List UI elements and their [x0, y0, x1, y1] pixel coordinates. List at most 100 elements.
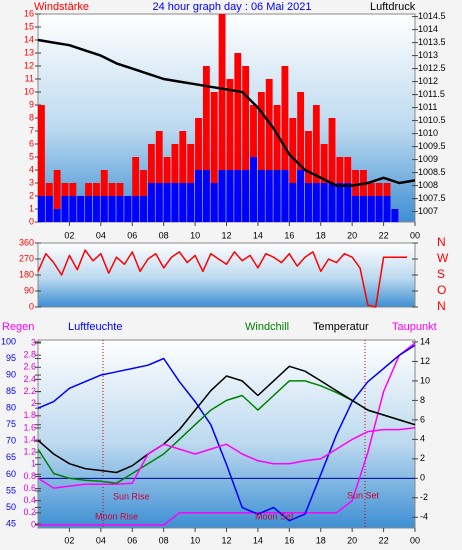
- bar: [289, 183, 297, 222]
- tick-label: 1013: [418, 50, 438, 60]
- tick-label: 1009.5: [418, 141, 446, 151]
- x-tick-label: 12: [221, 230, 231, 240]
- tick-label: O: [437, 283, 446, 297]
- tick-label: -2: [420, 492, 428, 502]
- bar: [218, 14, 226, 222]
- tick-label: N: [437, 299, 446, 313]
- tick-label: N: [437, 235, 446, 249]
- tick-label: 0: [420, 473, 425, 483]
- bar: [328, 118, 336, 222]
- x-tick-label: 06: [127, 230, 137, 240]
- bar: [147, 183, 155, 222]
- bar: [38, 105, 45, 222]
- tick-label: 3: [31, 337, 36, 347]
- y-axis-title: Windstärke: [34, 1, 89, 13]
- tick-label: 1009: [418, 154, 438, 164]
- legend-label: Taupunkt: [392, 321, 437, 333]
- y2-axis-title: Luftdruck: [370, 1, 416, 13]
- tick-label: 85: [6, 386, 16, 396]
- chart-title: 24 hour graph day : 06 Mai 2021: [152, 1, 311, 13]
- x-tick-label: 04: [96, 230, 106, 240]
- tick-label: 1: [29, 203, 34, 213]
- annotation: Sun Set: [347, 490, 380, 500]
- tick-label: 1.4: [23, 434, 36, 444]
- bar: [305, 183, 312, 222]
- bar: [273, 170, 281, 222]
- legend-label: Luftfeuchte: [68, 321, 122, 333]
- bar: [69, 196, 77, 222]
- bar: [289, 118, 297, 222]
- bar: [226, 79, 234, 222]
- bar: [100, 196, 108, 222]
- x-tick-label: 18: [316, 230, 326, 240]
- tick-label: 0.2: [23, 507, 36, 517]
- bar: [265, 170, 273, 222]
- tick-label: 2.4: [23, 374, 36, 384]
- bar: [265, 79, 273, 222]
- series-line: [37, 38, 416, 187]
- tick-label: 2: [29, 190, 34, 200]
- bar: [132, 157, 140, 222]
- legend-label: Windchill: [245, 321, 289, 333]
- tick-label: 0: [31, 519, 36, 529]
- tick-label: 270: [19, 253, 34, 263]
- tick-label: 100: [1, 336, 16, 346]
- x-tick-label: 18: [316, 535, 326, 545]
- tick-label: 3: [29, 177, 34, 187]
- bar: [132, 196, 140, 222]
- series-line: [37, 344, 416, 522]
- bar: [53, 209, 61, 222]
- tick-label: 2.2: [23, 386, 36, 396]
- bar: [344, 183, 352, 222]
- tick-label: 0.8: [23, 471, 36, 481]
- annotation: Moon Rise: [95, 511, 138, 521]
- bar: [77, 196, 85, 222]
- tick-label: W: [437, 251, 449, 265]
- tick-label: 0.6: [23, 483, 36, 493]
- annotation: Sun Rise: [113, 491, 150, 501]
- tick-label: 11: [25, 73, 34, 83]
- plot-area: [37, 339, 416, 529]
- tick-label: 12: [420, 356, 430, 366]
- bar: [257, 170, 265, 222]
- x-tick-label: 02: [64, 535, 74, 545]
- tick-label: 14: [420, 336, 430, 346]
- tick-label: 15: [24, 21, 34, 31]
- tick-label: 45: [6, 518, 16, 528]
- bar: [305, 131, 312, 222]
- tick-label: 2.8: [23, 350, 36, 360]
- tick-label: 6: [420, 414, 425, 424]
- tick-label: 0: [29, 301, 34, 311]
- bar: [281, 170, 289, 222]
- tick-label: 2: [420, 453, 425, 463]
- x-tick-label: 16: [284, 535, 294, 545]
- tick-label: 13: [24, 47, 34, 57]
- bar: [375, 196, 383, 222]
- bar: [336, 183, 344, 222]
- bar: [163, 183, 171, 222]
- tick-label: 1.2: [23, 447, 36, 457]
- bar: [226, 170, 234, 222]
- tick-label: 95: [6, 353, 16, 363]
- tick-label: 70: [6, 436, 16, 446]
- tick-label: 1007: [418, 206, 438, 216]
- x-tick-label: 22: [379, 535, 389, 545]
- x-tick-label: 02: [64, 230, 74, 240]
- bar: [281, 66, 289, 222]
- tick-label: 75: [6, 419, 16, 429]
- bar: [108, 196, 116, 222]
- legend-label: Temperatur: [313, 321, 369, 333]
- tick-label: 1008: [418, 180, 438, 190]
- bar: [53, 170, 61, 222]
- tick-label: 1011.5: [418, 89, 445, 99]
- bar: [92, 196, 100, 222]
- tick-label: 1012.5: [418, 63, 446, 73]
- tick-label: 1007.5: [418, 193, 446, 203]
- x-tick-label: 16: [284, 230, 294, 240]
- bar: [328, 183, 336, 222]
- bar: [155, 183, 163, 222]
- x-tick-label: 00: [410, 535, 420, 545]
- bar: [210, 92, 218, 222]
- tick-label: -4: [420, 512, 428, 522]
- tick-label: 14: [24, 34, 34, 44]
